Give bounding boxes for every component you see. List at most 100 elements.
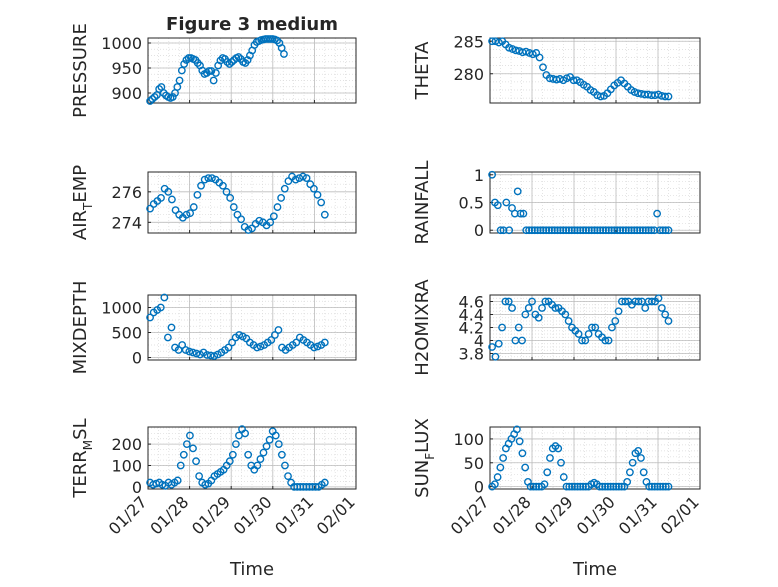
data-point [637,454,645,462]
y-tick-label: 4.6 [459,293,484,312]
data-point [539,63,547,72]
data-point [614,307,623,316]
data-point [504,297,513,306]
data-point [498,323,506,332]
y-tick-label: 100 [111,456,142,475]
data-point [619,226,627,235]
x-tick-label: 01/29 [188,492,234,538]
data-point [645,482,654,491]
data-point [661,482,670,491]
data-point [160,293,169,302]
data-point [179,450,188,459]
data-point [253,461,262,470]
data-point [496,226,505,235]
data-point [540,480,549,489]
data-point [551,304,560,312]
data-point [516,209,525,218]
data-point [604,336,613,345]
data-point [155,85,164,93]
data-point [610,226,619,235]
data-point [175,76,184,85]
data-point [490,480,499,489]
data-point [262,442,271,451]
data-point [202,69,211,77]
data-point [621,297,630,306]
y-tick-label: 3.8 [459,345,484,364]
data-point [617,482,626,491]
data-point [284,472,292,481]
data-point [208,174,216,183]
x-tick-label: 01/27 [105,492,151,538]
data-point [536,226,545,235]
data-point [573,482,582,491]
data-point [661,310,670,319]
data-point [607,226,616,235]
data-point [496,463,505,472]
data-point [299,172,307,181]
data-point [241,429,250,438]
data-point [530,226,539,235]
subplot-6: 3.844.24.44.6 H2OMIXRA [412,279,701,376]
data-point [664,226,673,235]
y-tick-label: 285 [453,32,484,51]
y-axis-label: H2OMIXRA [412,279,433,376]
data-point [659,482,667,491]
axes-box [147,294,357,361]
y-axis-label-main: SUN [412,460,433,498]
data-point [621,226,630,235]
subplot-8: 0 50 100 SUNFLUX [412,418,701,498]
data-point [601,336,610,345]
data-point [634,297,643,306]
data-point [223,58,232,66]
data-point [146,313,154,322]
data-point [623,477,632,486]
data-point [609,482,618,491]
data-point [488,343,496,351]
data-point [493,473,502,481]
data-point [235,331,244,339]
data-point [595,482,604,491]
data-point [225,60,234,68]
data-point [608,323,616,332]
data-point [559,473,568,481]
y-tick-label: 100 [453,430,484,449]
data-point [513,187,522,196]
x-tick-label: 01/30 [573,492,619,538]
data-point [224,343,233,352]
data-point [310,343,319,352]
y-axis-label: MIXDEPTH [70,281,91,375]
data-point [291,175,300,184]
data-point [211,69,220,77]
data-point [628,458,637,467]
data-point [277,450,286,459]
data-point [168,93,177,101]
y-tick-label: 0 [474,221,484,240]
data-point [269,212,278,221]
data-point [499,226,508,235]
data-point [197,181,205,190]
data-point [564,317,573,325]
data-point [274,326,283,334]
data-point [539,226,548,235]
data-point [569,76,578,85]
data-point [189,444,197,453]
data-point [553,226,562,235]
data-point [281,461,289,470]
data-point [493,201,502,210]
y-axis-label-main: AIR [70,210,91,240]
data-point [317,198,326,207]
data-point [173,83,182,91]
data-point [174,346,183,354]
data-point [525,226,533,235]
data-point [653,482,662,491]
data-point [648,482,656,491]
data-point [206,351,215,360]
data-point [538,304,546,312]
y-tick-label: 4.4 [459,306,484,325]
data-point [614,482,623,491]
y-tick-label: 276 [111,183,142,202]
y-tick-label: 950 [111,59,142,78]
data-point [182,440,191,449]
data-point [164,187,173,196]
data-point [562,482,571,491]
